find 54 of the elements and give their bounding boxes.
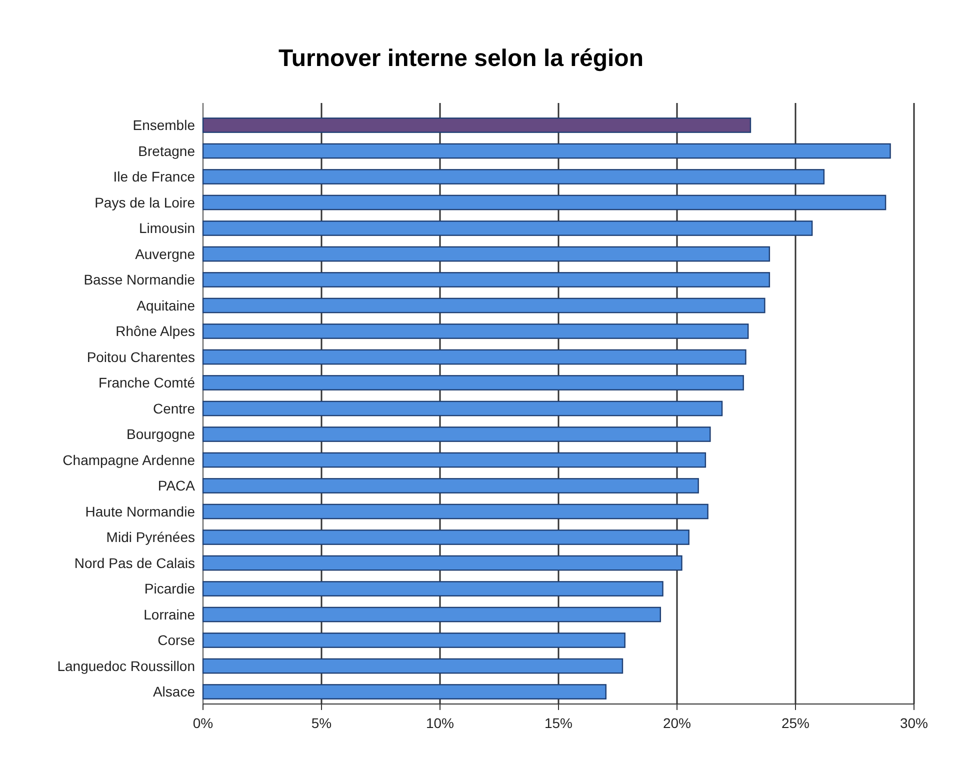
bar bbox=[202, 400, 723, 416]
y-tick-label: Ensemble bbox=[132, 117, 196, 134]
bar bbox=[202, 349, 746, 365]
bar bbox=[202, 606, 662, 622]
bar bbox=[202, 143, 891, 159]
y-tick-label: Corse bbox=[158, 632, 196, 648]
y-tick-label: Midi Pyrénées bbox=[106, 529, 195, 546]
x-tick-label: 0% bbox=[192, 715, 214, 731]
y-tick-label: Poitou Charentes bbox=[86, 348, 195, 365]
bar bbox=[202, 478, 699, 494]
bar bbox=[202, 375, 744, 390]
bar bbox=[202, 118, 752, 133]
x-tick-label: 30% bbox=[900, 715, 928, 731]
y-tick-label: Bretagne bbox=[138, 142, 196, 159]
bar bbox=[202, 530, 690, 545]
y-tick-label: Haute Normandie bbox=[85, 503, 196, 520]
bar bbox=[202, 194, 886, 210]
y-tick-label: Limousin bbox=[138, 220, 195, 236]
x-tick-label: 25% bbox=[781, 715, 810, 731]
bar bbox=[202, 324, 749, 339]
bar bbox=[202, 658, 624, 674]
y-tick-label: Centre bbox=[152, 400, 196, 416]
bar bbox=[202, 220, 813, 236]
y-tick-label: Nord Pas de Calais bbox=[74, 554, 195, 571]
bar bbox=[202, 581, 664, 596]
bar bbox=[202, 169, 825, 184]
x-tick-label: 10% bbox=[426, 715, 454, 731]
y-tick-label: Franche Comté bbox=[98, 374, 196, 391]
x-tick-label: 20% bbox=[662, 715, 692, 731]
bar bbox=[202, 504, 708, 520]
y-tick-label: Auvergne bbox=[135, 246, 196, 262]
x-tick-label: 15% bbox=[544, 715, 573, 731]
y-tick-label: Lorraine bbox=[144, 606, 196, 622]
y-tick-label: Bourgogne bbox=[126, 426, 196, 442]
y-tick-label: Alsace bbox=[152, 684, 196, 700]
y-tick-label: PACA bbox=[158, 478, 196, 494]
y-tick-label: Rhône Alpes bbox=[116, 323, 195, 340]
y-tick-label: Picardie bbox=[144, 580, 196, 597]
bar bbox=[202, 246, 770, 262]
chart-title: Turnover interne selon la région bbox=[278, 45, 644, 72]
bar bbox=[202, 272, 770, 288]
bar bbox=[202, 426, 711, 442]
y-tick-label: Basse Normandie bbox=[84, 272, 196, 288]
bar bbox=[202, 632, 626, 648]
bar bbox=[202, 684, 606, 700]
bar bbox=[202, 298, 766, 314]
x-tick-label: 5% bbox=[311, 715, 332, 731]
bar bbox=[202, 555, 682, 571]
y-tick-label: Aquitaine bbox=[136, 297, 196, 314]
y-tick-label: Champagne Ardenne bbox=[62, 452, 196, 468]
y-tick-label: Ile de France bbox=[113, 168, 196, 185]
bar bbox=[202, 452, 706, 468]
y-tick-label: Languedoc Roussillon bbox=[57, 658, 195, 674]
y-tick-label: Pays de la Loire bbox=[94, 194, 196, 210]
